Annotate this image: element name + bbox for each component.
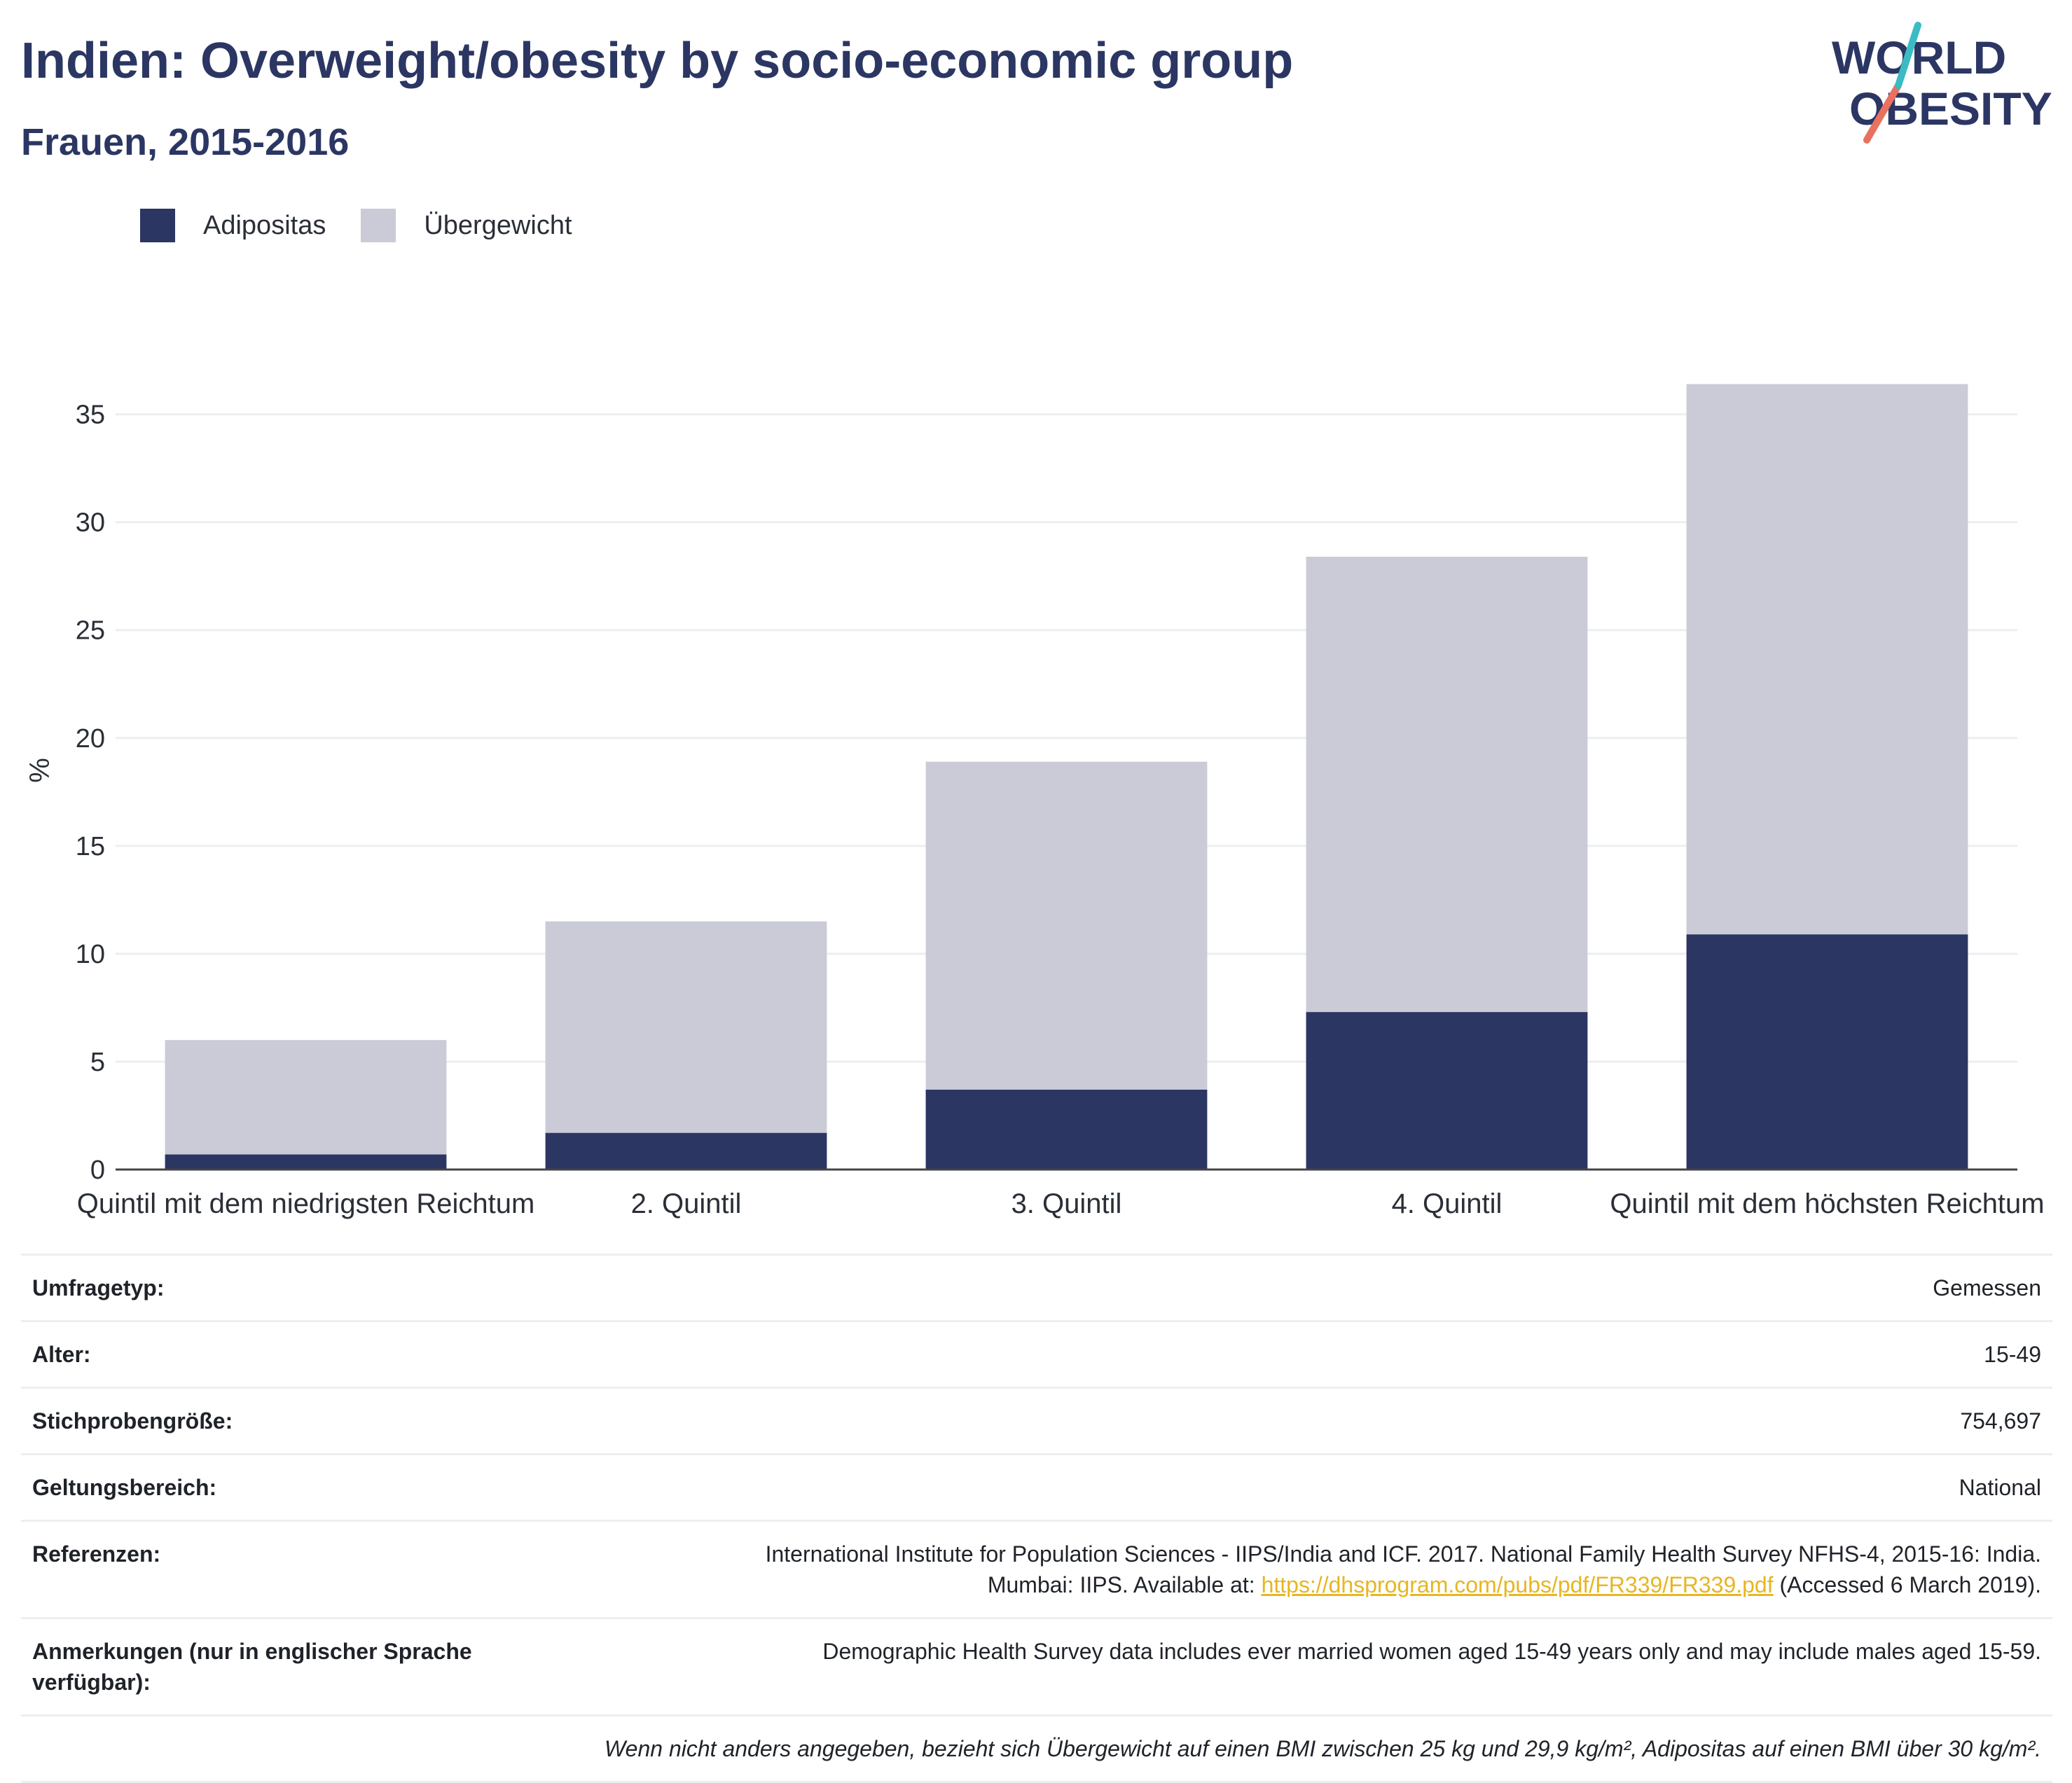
chart-subtitle: Frauen, 2015-2016 <box>21 121 350 163</box>
info-label-age: Alter: <box>32 1342 91 1367</box>
xtick-label-5: Quintil mit dem höchsten Reichtum <box>1610 1188 2044 1219</box>
references-line2-post: (Accessed 6 March 2019). <box>1773 1572 2042 1597</box>
references-line2-pre: Mumbai: IIPS. Available at: <box>987 1572 1262 1597</box>
legend-label-uebergewicht: Übergewicht <box>424 210 572 240</box>
info-row-scope: Geltungsbereich: National <box>21 1453 2052 1520</box>
info-value-age: 15-49 <box>1984 1342 2041 1367</box>
info-value-notes: Demographic Health Survey data includes … <box>822 1639 2041 1664</box>
bar-uebergewicht-1 <box>165 1040 447 1155</box>
legend-item-adipositas[interactable]: Adipositas <box>140 209 326 242</box>
info-value-scope: National <box>1959 1475 2041 1500</box>
ytick-label-15: 15 <box>76 832 105 861</box>
info-row-survey-type: Umfragetyp: Gemessen <box>21 1254 2052 1320</box>
xtick-label-3: 3. Quintil <box>1011 1188 1122 1219</box>
bar-adipositas-3 <box>925 1090 1208 1170</box>
bar-uebergewicht-5 <box>1686 384 1968 935</box>
world-obesity-logo: WORLD OBESITY <box>1832 22 2052 144</box>
bar-chart: 0 5 10 15 20 25 30 35% Quintil mit dem niedrigst… <box>25 384 2045 1219</box>
references-line1: International Institute for Population S… <box>765 1541 2041 1567</box>
legend-item-uebergewicht[interactable]: Übergewicht <box>361 209 572 242</box>
chart-title: Indien: Overweight/obesity by socio-econ… <box>21 33 1294 89</box>
logo-line1: WORLD <box>1832 32 2006 83</box>
bar-adipositas-4 <box>1306 1012 1588 1170</box>
bar-uebergewicht-3 <box>925 761 1208 1090</box>
bar-adipositas-2 <box>545 1132 827 1170</box>
ytick-label-10: 10 <box>76 940 105 969</box>
logo-slash-red <box>1863 82 1902 144</box>
bar-adipositas-1 <box>165 1154 447 1170</box>
info-row-sample: Stichprobengröße: 754,697 <box>21 1387 2052 1453</box>
bar-uebergewicht-2 <box>545 921 827 1133</box>
xtick-label-2: 2. Quintil <box>631 1188 742 1219</box>
xtick-label-4: 4. Quintil <box>1392 1188 1503 1219</box>
info-label-references: Referenzen: <box>32 1541 161 1567</box>
info-value-survey-type: Gemessen <box>1933 1275 2041 1300</box>
legend-swatch-uebergewicht <box>361 209 396 242</box>
references-line2: Mumbai: IIPS. Available at: https://dhsp… <box>766 1569 2041 1600</box>
info-row-notes: Anmerkungen (nur in englischer Sprache v… <box>21 1617 2052 1714</box>
info-row-age: Alter: 15-49 <box>21 1320 2052 1387</box>
info-footnote-row: Wenn nicht anders angegeben, bezieht sic… <box>21 1714 2052 1783</box>
logo-slash-teal <box>1895 22 1921 89</box>
info-label-notes: Anmerkungen (nur in englischer Sprache v… <box>32 1639 472 1695</box>
ytick-label-0: 0 <box>90 1156 105 1185</box>
info-value-sample: 754,697 <box>1960 1408 2041 1434</box>
ytick-label-30: 30 <box>76 508 105 538</box>
bar-adipositas-5 <box>1686 934 1968 1170</box>
ytick-label-25: 25 <box>76 616 105 646</box>
ytick-label-20: 20 <box>76 724 105 754</box>
info-row-references: Referenzen: International Institute for … <box>21 1520 2052 1617</box>
xtick-label-1: Quintil mit dem niedrigsten Reichtum <box>77 1188 535 1219</box>
legend-label-adipositas: Adipositas <box>203 210 326 240</box>
info-table: Umfragetyp: Gemessen Alter: 15-49 Stichp… <box>21 1254 2052 1783</box>
ytick-label-5: 5 <box>90 1048 105 1077</box>
info-label-survey-type: Umfragetyp: <box>32 1275 165 1300</box>
chart-legend: Adipositas Übergewicht <box>140 209 607 242</box>
references-link[interactable]: https://dhsprogram.com/pubs/pdf/FR339/FR… <box>1261 1572 1774 1597</box>
info-label-sample: Stichprobengröße: <box>32 1408 233 1434</box>
info-label-scope: Geltungsbereich: <box>32 1475 217 1500</box>
bar-uebergewicht-4 <box>1306 556 1588 1013</box>
ytick-label-35: 35 <box>76 401 105 430</box>
legend-swatch-adipositas <box>140 209 175 242</box>
info-footnote: Wenn nicht anders angegeben, bezieht sic… <box>605 1736 2041 1761</box>
y-axis-title: % <box>25 758 55 783</box>
info-value-references: International Institute for Population S… <box>766 1539 2041 1600</box>
